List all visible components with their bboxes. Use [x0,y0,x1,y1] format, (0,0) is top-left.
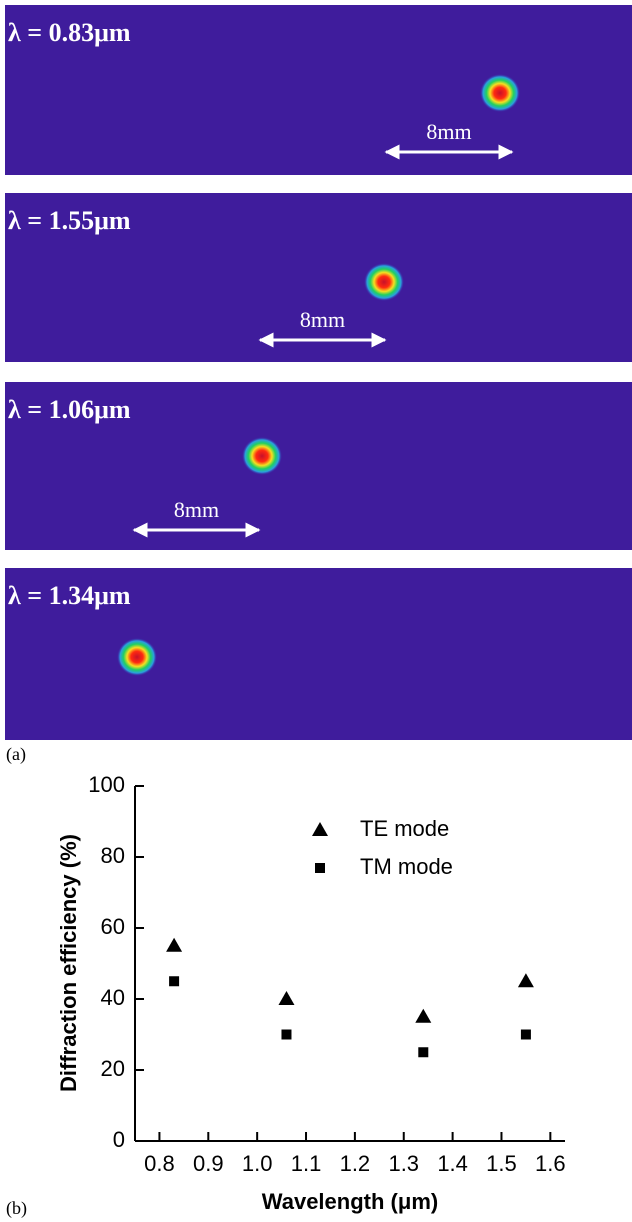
data-point [518,973,534,987]
x-tick-label: 1.3 [388,1151,419,1176]
y-axis-title: Diffraction efficiency (%) [56,834,81,1092]
legend-marker [315,863,325,873]
wavelength-label: λ = 1.06μm [8,395,131,424]
beam-spot [117,638,157,676]
x-tick-label: 1.6 [535,1151,566,1176]
legend-label: TM mode [360,854,453,879]
data-point [521,1030,531,1040]
y-tick-label: 100 [88,772,125,797]
y-tick-label: 20 [101,1056,125,1081]
wavelength-label: λ = 1.34μm [8,581,131,610]
panel-label: (b) [6,1198,27,1219]
x-tick-label: 1.4 [437,1151,468,1176]
data-point [169,976,179,986]
beam-spot [242,437,282,475]
beam-spot [364,263,404,301]
panel-label: (a) [6,744,26,765]
y-tick-label: 40 [101,985,125,1010]
x-tick-label: 0.9 [193,1151,224,1176]
legend-marker [312,822,328,836]
x-axis-title: Wavelength (μm) [262,1189,438,1214]
legend-label: TE mode [360,816,449,841]
page: (a) (b) Wavelength (μm) Diffraction effi… [0,0,632,1222]
scale-label: 8mm [426,119,471,144]
beam-spot [480,74,520,112]
data-point [418,1047,428,1057]
wavelength-label: λ = 1.55μm [8,206,131,235]
x-tick-label: 1.0 [242,1151,273,1176]
y-tick-label: 0 [113,1127,125,1152]
x-tick-label: 1.1 [291,1151,322,1176]
scale-label: 8mm [300,307,345,332]
x-tick-label: 0.8 [144,1151,175,1176]
x-tick-label: 1.5 [486,1151,517,1176]
data-point [278,991,294,1005]
y-tick-label: 60 [101,914,125,939]
data-point [415,1009,431,1023]
data-point [166,938,182,952]
scale-label: 8mm [174,497,219,522]
wavelength-label: λ = 0.83μm [8,18,131,47]
x-tick-label: 1.2 [340,1151,371,1176]
data-point [281,1030,291,1040]
y-tick-label: 80 [101,843,125,868]
figure: (a) (b) Wavelength (μm) Diffraction effi… [0,0,632,1222]
